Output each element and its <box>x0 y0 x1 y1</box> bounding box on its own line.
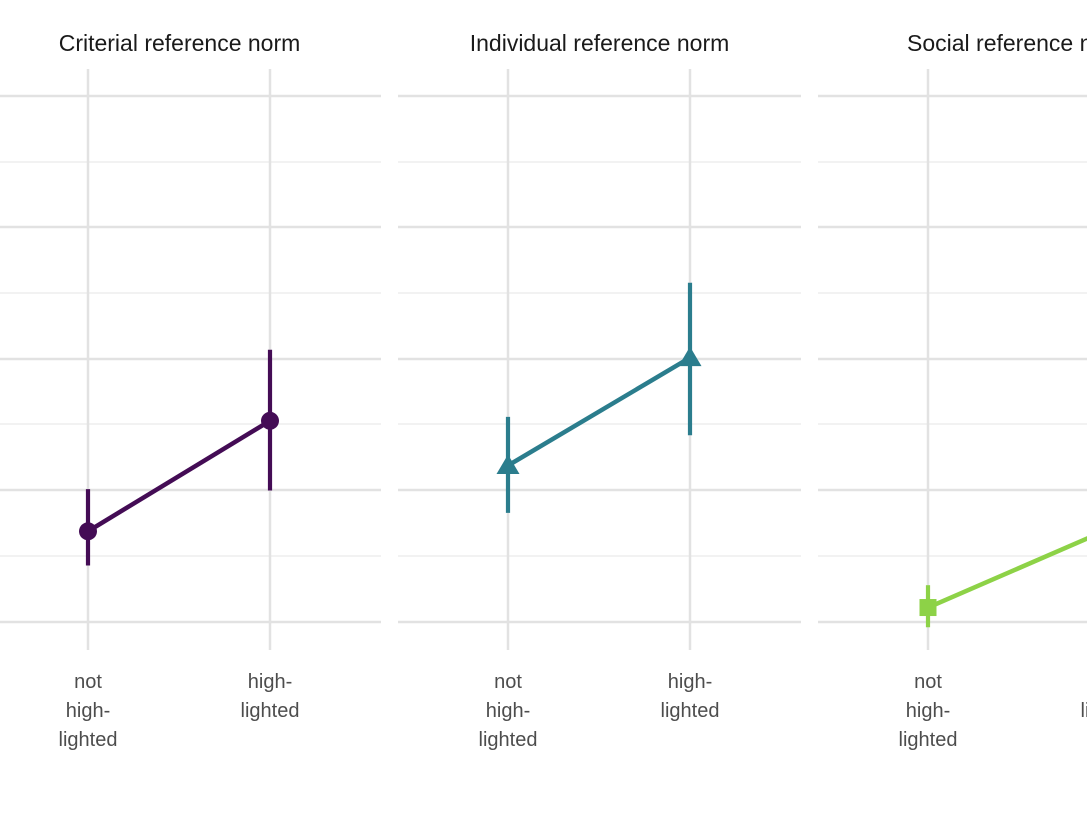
panel-criterial-reference-norm: Criterial reference norm not high- light… <box>0 0 381 815</box>
square-marker <box>919 599 937 617</box>
trend-line <box>927 536 1087 610</box>
circle-marker <box>261 411 279 430</box>
panel-title: Individual reference norm <box>469 30 730 56</box>
x-tick-label-highlighted: high- lighted <box>240 671 300 722</box>
x-tick-label-highlighted: high- lighted <box>660 671 720 722</box>
triangle-marker <box>678 346 702 367</box>
plot-area <box>0 69 381 650</box>
panel-individual-reference-norm: Individual reference norm not high- ligh… <box>398 0 801 815</box>
panel-social-reference-norm: Social reference norm not high- lighted … <box>818 0 1087 815</box>
plot-area <box>398 69 801 650</box>
panel-title: Criterial reference norm <box>58 30 301 56</box>
x-tick-label-not-highlighted: not high- lighted <box>898 671 958 751</box>
x-tick-label-highlighted: high- lighted <box>1080 700 1087 722</box>
circle-marker <box>79 522 97 541</box>
triangle-marker <box>496 454 520 475</box>
x-tick-label-not-highlighted: not high- lighted <box>478 671 538 751</box>
panel-title: Social reference norm <box>907 30 1087 56</box>
x-tick-label-not-highlighted: not high- lighted <box>58 671 118 751</box>
trend-line <box>86 418 272 534</box>
trend-line <box>506 355 692 468</box>
plot-area <box>818 69 1087 650</box>
